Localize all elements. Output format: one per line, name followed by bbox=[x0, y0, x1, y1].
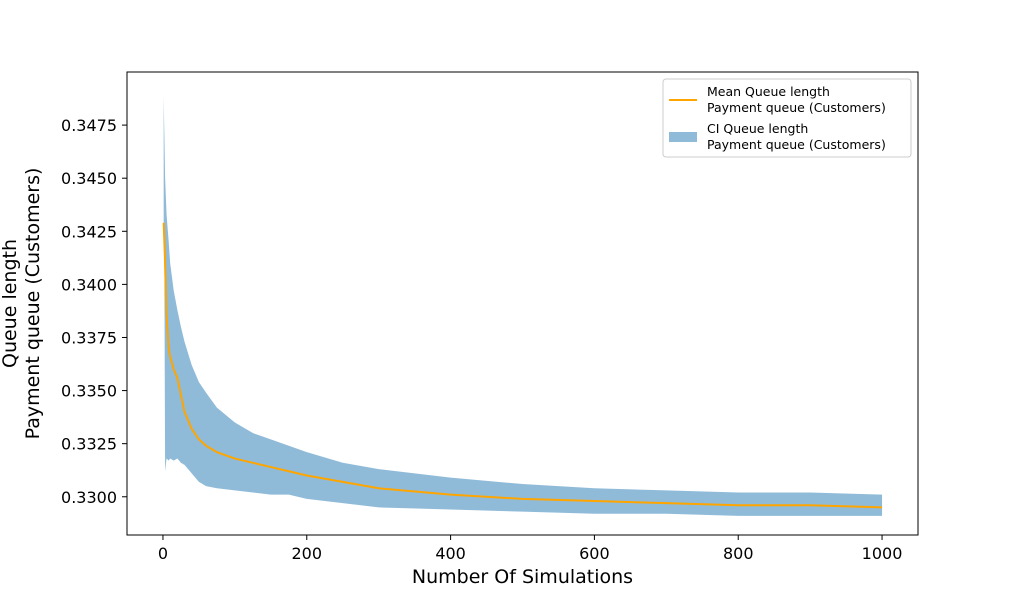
y-tick-label: 0.3425 bbox=[61, 222, 117, 241]
y-tick-label: 0.3450 bbox=[61, 169, 117, 188]
ci-band bbox=[163, 97, 883, 516]
plot-area bbox=[162, 97, 883, 516]
x-axis: 0 200 400 600 800 1000 bbox=[158, 535, 903, 563]
mean-line bbox=[162, 222, 883, 509]
axes-frame bbox=[126, 71, 919, 536]
y-axis: 0.3300 0.3325 0.3350 0.3375 0.3400 0.3425 0.34… bbox=[61, 116, 127, 507]
y-tick-label: 0.3325 bbox=[61, 435, 117, 454]
y-tick-label: 0.3350 bbox=[61, 382, 117, 401]
x-tick-label: 600 bbox=[579, 544, 610, 563]
y-tick-label: 0.3300 bbox=[61, 488, 117, 507]
x-tick-label: 200 bbox=[291, 544, 322, 563]
legend-label: Payment queue (Customers) bbox=[707, 137, 886, 152]
y-axis-title-line: Queue length bbox=[0, 239, 21, 368]
legend-label: CI Queue length bbox=[707, 121, 808, 136]
y-axis-title: Queue length Payment queue (Customers) bbox=[0, 168, 44, 440]
legend-swatch-ci bbox=[669, 132, 697, 142]
legend-label: Payment queue (Customers) bbox=[707, 100, 886, 115]
legend-box bbox=[662, 78, 912, 158]
x-tick-label: 0 bbox=[158, 544, 168, 563]
y-tick-label: 0.3475 bbox=[61, 116, 117, 135]
x-tick-label: 800 bbox=[723, 544, 754, 563]
y-tick-label: 0.3400 bbox=[61, 275, 117, 294]
legend-label: Mean Queue length bbox=[707, 84, 830, 99]
x-tick-label: 1000 bbox=[862, 544, 903, 563]
y-tick-label: 0.3375 bbox=[61, 328, 117, 347]
y-axis-title-line: Payment queue (Customers) bbox=[22, 168, 44, 440]
x-tick-label: 400 bbox=[435, 544, 466, 563]
x-axis-title: Number Of Simulations bbox=[412, 566, 633, 588]
